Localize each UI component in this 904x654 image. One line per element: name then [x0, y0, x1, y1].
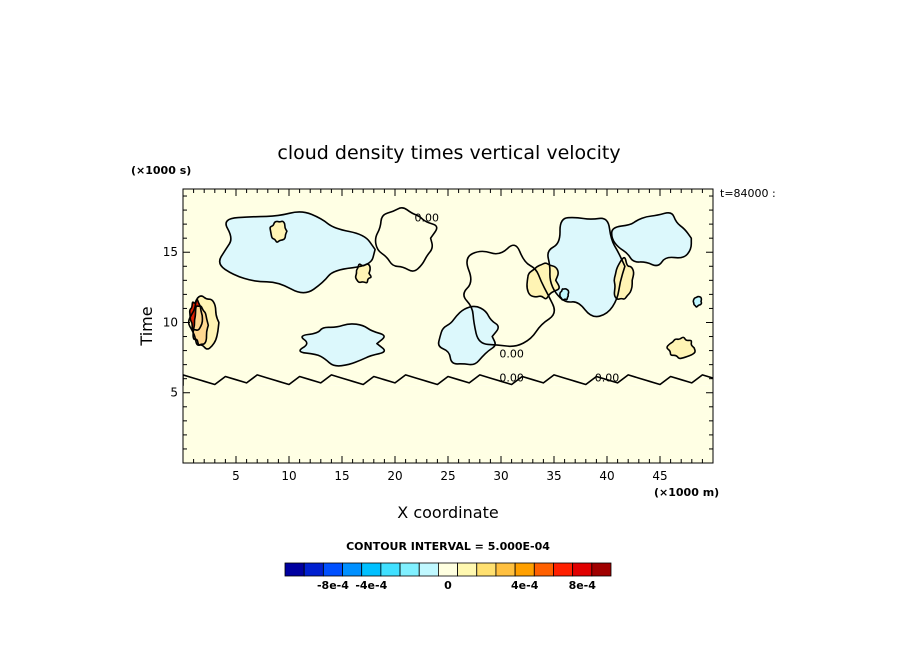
contour-line-7	[187, 295, 220, 350]
contour-line-9	[192, 305, 210, 346]
heatmap-cell-10	[526, 263, 560, 299]
heatmap-cell-1	[375, 207, 437, 272]
x-tick-label: 35	[546, 469, 561, 483]
x-tick-label: 15	[334, 469, 349, 483]
contour-line-5	[437, 305, 499, 366]
heatmap-cell-0	[219, 211, 376, 293]
y-tick-label: 15	[163, 245, 178, 259]
colorbar-tick-label: 4e-4	[511, 579, 539, 592]
time-stamp-label: t=84000 :	[720, 187, 776, 200]
colorbar-tick-label: 0	[444, 579, 452, 592]
contour-line-10	[526, 262, 560, 300]
plot-area	[183, 189, 713, 463]
contour-line-16	[692, 295, 703, 308]
contour-line-12	[666, 336, 696, 360]
heatmap-cell-14	[355, 264, 372, 283]
y-unit-label: (×1000 s)	[131, 164, 191, 177]
contour-line-quiet-boundary	[183, 374, 713, 386]
colorbar-tick-label: -4e-4	[355, 579, 387, 592]
colorbar-swatch	[303, 562, 324, 577]
contour-label: 0.00	[595, 372, 620, 385]
heatmap-cell-12	[667, 337, 696, 359]
colorbar	[284, 562, 612, 577]
x-unit-label: (×1000 m)	[654, 486, 719, 499]
chart-title: cloud density times vertical velocity	[277, 142, 620, 164]
colorbar-swatch	[533, 562, 554, 577]
colorbar-swatch	[322, 562, 343, 577]
colorbar-swatch	[495, 562, 516, 577]
heatmap-features	[188, 207, 702, 366]
contour-label: 0.00	[499, 372, 524, 385]
contour-interval-label: CONTOUR INTERVAL = 5.000E-04	[346, 540, 550, 553]
colorbar-labels: -8e-4 -4e-4 0 4e-4 8e-4	[317, 579, 596, 592]
colorbar-swatch	[418, 562, 439, 577]
contour-line-8	[188, 298, 204, 331]
x-axis-label: X coordinate	[397, 503, 498, 522]
contour-line-15	[559, 288, 570, 301]
y-tick-label: 10	[163, 315, 178, 329]
contour-labels: 0.00 0.00 0.00 0.00	[415, 211, 620, 384]
colorbar-swatch	[591, 562, 612, 577]
x-tick-label: 10	[281, 469, 296, 483]
contour-label: 0.00	[499, 348, 524, 361]
heatmap-cell-4	[611, 212, 692, 266]
colorbar-tick-label: -8e-4	[317, 579, 349, 592]
contour-line-1	[374, 207, 438, 272]
contour-line-13	[269, 220, 288, 243]
colorbar-swatch	[514, 562, 535, 577]
colorbar-swatch	[553, 562, 574, 577]
contour-label: 0.00	[415, 211, 440, 224]
colorbar-swatch	[284, 562, 305, 577]
y-axis-label: Time	[137, 306, 156, 346]
contour-line-4	[610, 212, 693, 267]
y-tick-label: 5	[170, 386, 178, 400]
colorbar-swatch	[572, 562, 593, 577]
x-tick-label: 25	[440, 469, 455, 483]
heatmap-cell-13	[270, 221, 287, 243]
x-axis-ticks: 5 10 15 20 25 30 35 40 45	[193, 189, 703, 483]
colorbar-swatch	[399, 562, 420, 577]
x-tick-label: 30	[493, 469, 508, 483]
y-axis-ticks: 5 10 15	[163, 195, 713, 450]
colorbar-swatch	[361, 562, 382, 577]
x-tick-label: 20	[387, 469, 402, 483]
contour-line-0	[218, 211, 376, 294]
x-tick-label: 45	[652, 469, 667, 483]
contour-line-2	[463, 244, 556, 348]
colorbar-tick-label: 8e-4	[569, 579, 597, 592]
contour-line-6	[299, 323, 386, 367]
contour-lines	[183, 207, 713, 386]
x-tick-label: 5	[232, 469, 240, 483]
contour-line-14	[354, 263, 372, 284]
contour-line-3	[547, 216, 626, 318]
colorbar-swatch	[438, 562, 458, 577]
heatmap-quiet-region	[183, 385, 713, 463]
colorbar-swatch	[457, 562, 478, 577]
colorbar-swatch	[380, 562, 401, 577]
colorbar-swatch	[342, 562, 363, 577]
x-tick-label: 40	[599, 469, 614, 483]
contour-line-11	[613, 256, 635, 300]
heatmap-cell-6	[300, 323, 385, 366]
colorbar-swatch	[476, 562, 497, 577]
